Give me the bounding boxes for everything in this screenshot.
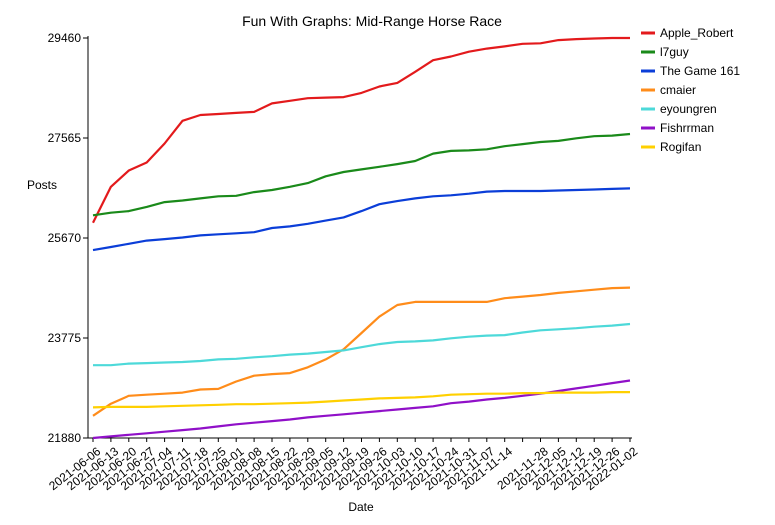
x-axis-ticks: 2021-06-062021-06-132021-06-202021-06-27… bbox=[46, 438, 641, 493]
series-line-the-game-161 bbox=[92, 187, 631, 252]
series-line-rogifan bbox=[92, 391, 630, 409]
series-line-eyoungren bbox=[93, 322, 631, 367]
legend-label: Rogifan bbox=[660, 140, 701, 154]
series-lines bbox=[92, 36, 631, 440]
y-tick-label: 25670 bbox=[48, 231, 82, 245]
legend-label: l7guy bbox=[660, 45, 689, 59]
series-line-apple-robert bbox=[92, 36, 630, 224]
y-axis-ticks: 21880 23775 25670 27565 29460 bbox=[48, 31, 88, 445]
axes bbox=[87, 36, 632, 439]
y-tick-label: 23775 bbox=[48, 331, 82, 345]
x-axis-label: Date bbox=[348, 500, 374, 514]
y-tick-label: 29460 bbox=[48, 31, 82, 45]
legend: Apple_Robert l7guy The Game 161 cmaier eyoun… bbox=[641, 26, 740, 154]
series-line-cmaier bbox=[92, 286, 631, 417]
legend-label: Fishrrman bbox=[660, 121, 714, 135]
legend-label: Apple_Robert bbox=[660, 26, 734, 40]
legend-label: cmaier bbox=[660, 83, 696, 97]
y-tick-label: 21880 bbox=[48, 431, 82, 445]
series-line-l7guy bbox=[92, 132, 631, 217]
series-line-fishrrman bbox=[92, 379, 631, 440]
legend-label: eyoungren bbox=[660, 102, 717, 116]
y-axis-label: Posts bbox=[27, 178, 57, 192]
chart-title: Fun With Graphs: Mid-Range Horse Race bbox=[242, 13, 502, 29]
y-tick-label: 27565 bbox=[48, 131, 82, 145]
legend-label: The Game 161 bbox=[660, 64, 740, 78]
